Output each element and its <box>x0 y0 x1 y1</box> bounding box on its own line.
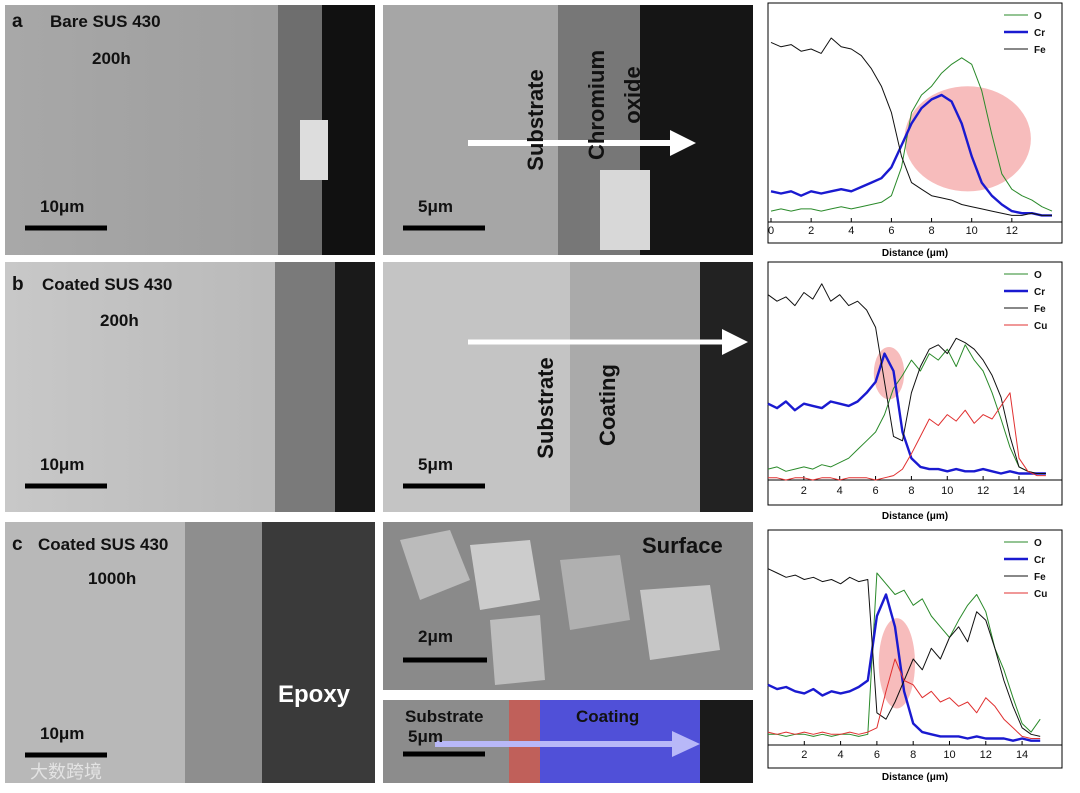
x-tick-label: 6 <box>874 749 880 761</box>
legend-label: O <box>1034 270 1042 281</box>
time-label: 200h <box>100 311 139 330</box>
legend-label: O <box>1034 538 1042 549</box>
scale-label: 5μm <box>418 197 453 216</box>
sem-image <box>5 5 375 255</box>
x-tick-label: 10 <box>941 485 953 497</box>
x-tick-label: 12 <box>980 749 992 761</box>
region-label: Substrate <box>533 357 558 458</box>
scale-label: 5μm <box>418 455 453 474</box>
x-tick-label: 2 <box>801 485 807 497</box>
legend-label: Cr <box>1034 287 1045 298</box>
panel-letter: c <box>12 534 23 555</box>
region-label: Surface <box>642 533 723 558</box>
sample-label: Coated SUS 430 <box>38 535 168 554</box>
series-line <box>767 283 1046 474</box>
sem-image <box>383 262 753 512</box>
x-tick-label: 10 <box>943 749 955 761</box>
region-label: oxide <box>620 66 645 123</box>
scale-label: 2μm <box>418 627 453 646</box>
scale-label: 10μm <box>40 197 84 216</box>
region-label: Coating <box>595 364 620 446</box>
sample-label: Coated SUS 430 <box>42 275 172 294</box>
x-tick-label: 4 <box>837 485 843 497</box>
series-line <box>770 57 1053 212</box>
legend-label: Fe <box>1034 45 1046 56</box>
sem-image <box>383 5 753 255</box>
sem-image <box>5 522 375 783</box>
x-tick-label: 4 <box>848 225 854 237</box>
legend-label: Cr <box>1034 555 1045 566</box>
scale-label: 10μm <box>40 455 84 474</box>
time-label: 1000h <box>88 569 136 588</box>
x-tick-label: 2 <box>808 225 814 237</box>
x-tick-label: 10 <box>966 225 978 237</box>
series-line <box>767 593 1041 742</box>
series-line <box>767 344 1046 474</box>
series-line <box>770 37 1052 216</box>
sample-label: Bare SUS 430 <box>50 12 161 31</box>
sem-image <box>5 262 375 512</box>
series-line <box>768 392 1046 481</box>
x-tick-label: 12 <box>1006 225 1018 237</box>
region-label: Substrate <box>405 707 483 726</box>
x-tick-label: 8 <box>928 225 934 237</box>
x-tick-label: 2 <box>801 749 807 761</box>
panel-letter: a <box>12 11 23 32</box>
legend-label: Cu <box>1034 589 1047 600</box>
x-tick-label: 8 <box>908 485 914 497</box>
panel-letter: b <box>12 274 24 295</box>
series-line <box>767 352 1046 475</box>
x-tick-label: 6 <box>872 485 878 497</box>
series-line <box>770 93 1052 217</box>
region-label: Substrate <box>523 69 548 170</box>
x-tick-label: 14 <box>1016 749 1028 761</box>
watermark: 大数跨境 <box>30 762 102 782</box>
scale-label: 10μm <box>40 724 84 743</box>
x-axis-label: Distance (μm) <box>882 248 948 259</box>
legend-label: Cu <box>1034 321 1047 332</box>
region-label: Coating <box>576 707 639 726</box>
time-label: 200h <box>92 49 131 68</box>
region-label: Epoxy <box>278 681 351 708</box>
x-axis-label: Distance (μm) <box>882 511 948 522</box>
x-tick-label: 6 <box>888 225 894 237</box>
scale-label: 5μm <box>408 727 443 746</box>
region-label: Chromium <box>584 50 609 160</box>
x-tick-label: 0 <box>768 225 774 237</box>
highlight-region <box>904 86 1031 192</box>
scale-bars <box>25 225 487 758</box>
x-tick-label: 12 <box>977 485 989 497</box>
x-tick-label: 8 <box>910 749 916 761</box>
sem-image <box>383 700 753 783</box>
legend-label: Cr <box>1034 28 1045 39</box>
x-tick-label: 14 <box>1013 485 1025 497</box>
legend-label: O <box>1034 11 1042 22</box>
x-axis-label: Distance (μm) <box>882 772 948 783</box>
series-line <box>767 658 1041 739</box>
sem-image <box>383 522 753 690</box>
charts: 0 2 4 6 8 10 12 Distance (μm) O Cr Fe 2 4 6 8 10 12 14 Dis… <box>767 2 1063 783</box>
legend-label: Fe <box>1034 572 1046 583</box>
legend-label: Fe <box>1034 304 1046 315</box>
x-tick-label: 4 <box>838 749 844 761</box>
